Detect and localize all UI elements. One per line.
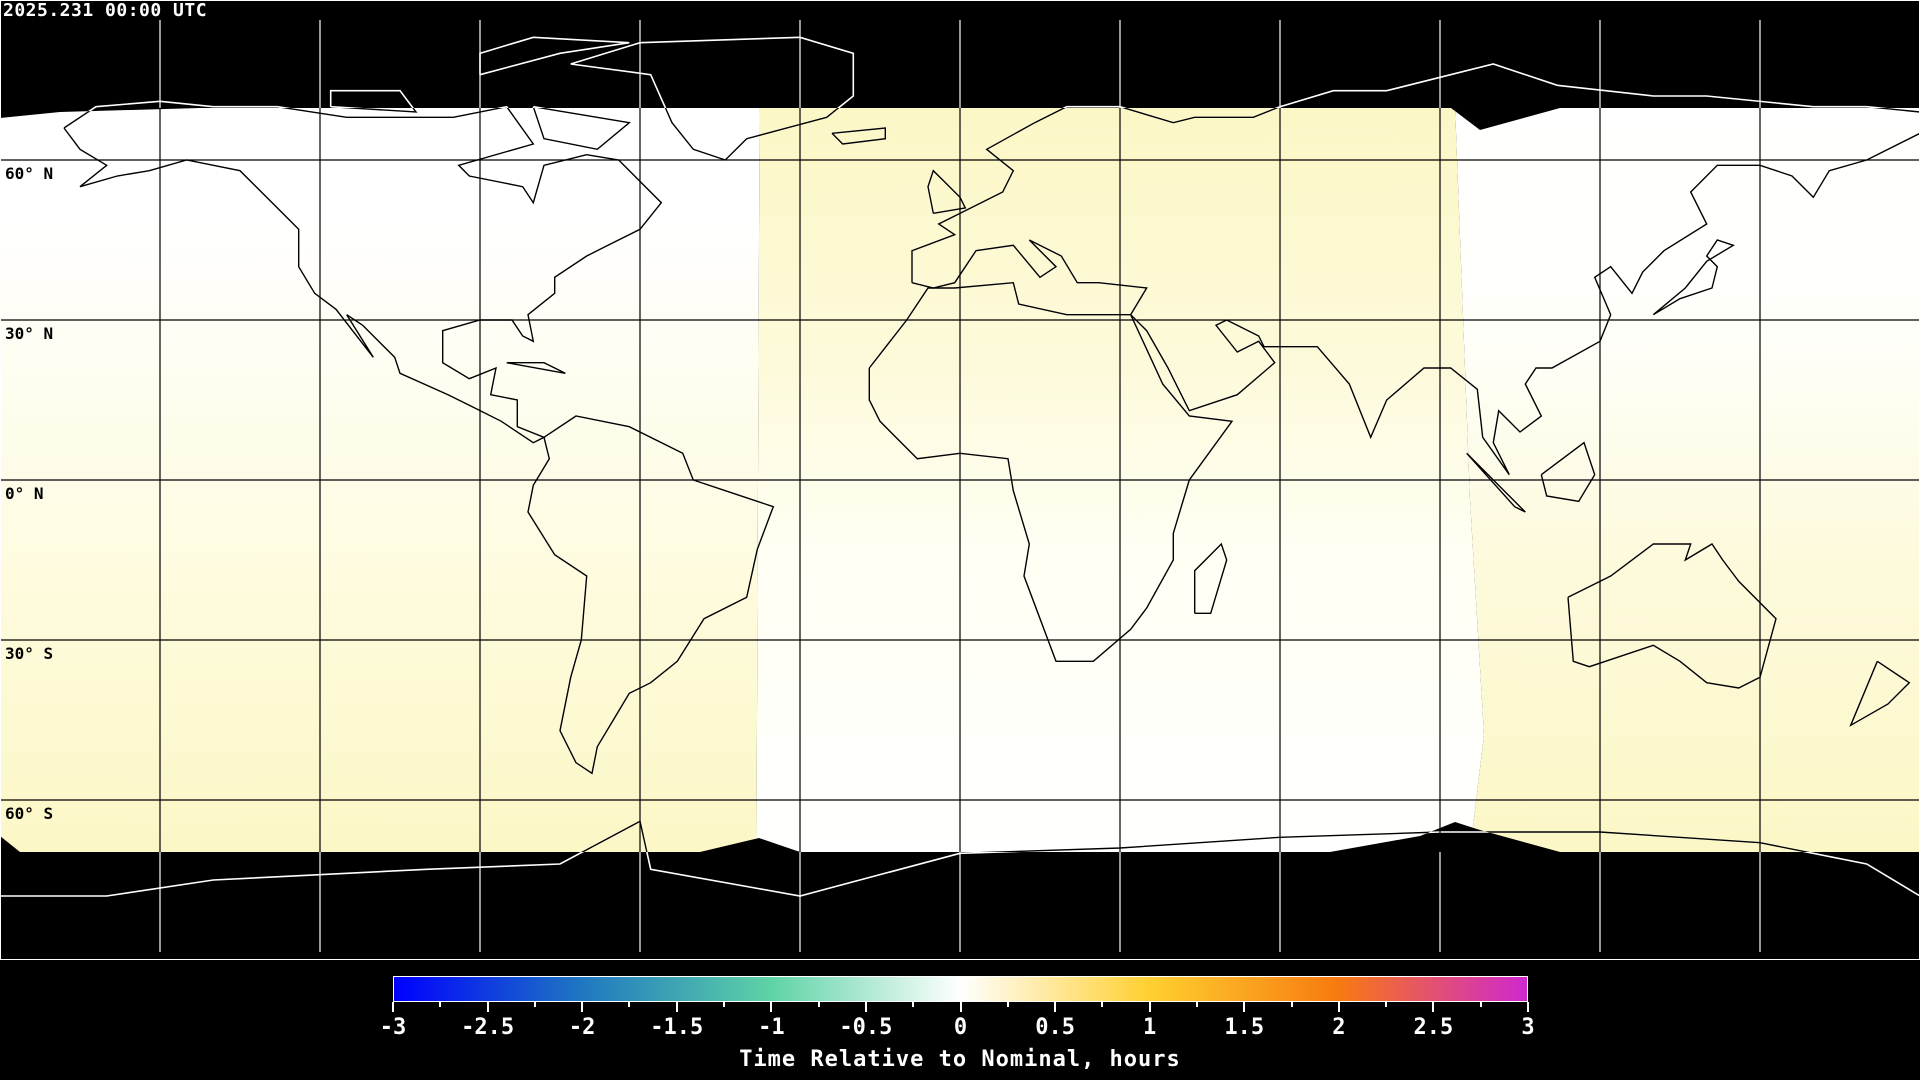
lat-label-0n: 0° N — [5, 484, 44, 503]
timestamp: 2025.231 00:00 UTC — [3, 0, 208, 21]
colorbar-minor-tick — [1479, 1002, 1482, 1007]
colorbar-major-tick — [1337, 1002, 1340, 1012]
colorbar-tick-label: -0.5 — [839, 1015, 893, 1040]
colorbar-minor-tick — [533, 1002, 536, 1007]
colorbar-minor-tick — [1006, 1002, 1009, 1007]
coastline-new-zealand — [1849, 660, 1911, 727]
colorbar-minor-tick — [1385, 1002, 1388, 1007]
colorbar-tick-label: 3 — [1521, 1015, 1535, 1040]
colorbar-major-tick — [486, 1002, 489, 1012]
coastline-eurasia — [911, 108, 1920, 476]
colorbar-tick-label: 0 — [953, 1015, 968, 1040]
colorbar-tick-label: -2.5 — [461, 1015, 515, 1040]
colorbar-tick-label: 2 — [1332, 1015, 1346, 1040]
coastline-victoria-island — [330, 108, 418, 113]
coastline-south-america — [527, 415, 775, 775]
colorbar-major-tick — [1432, 1002, 1435, 1012]
colorbar-major-tick — [959, 1002, 962, 1012]
coastline-iceland — [831, 127, 886, 145]
colorbar-title: Time Relative to Nominal, hours — [739, 1047, 1181, 1072]
colorbar-major-tick — [1054, 1002, 1057, 1012]
colorbar-tick-label: -1 — [758, 1015, 785, 1040]
colorbar-tick-label: 0.5 — [1035, 1015, 1075, 1040]
coastline-australia — [1567, 543, 1777, 689]
colorbar-major-tick — [392, 1002, 394, 1012]
colorbar-major-tick — [770, 1002, 773, 1012]
colorbar-minor-tick — [1101, 1002, 1104, 1007]
coastline-madagascar — [1194, 542, 1228, 614]
colorbar-major-tick — [1148, 1002, 1151, 1012]
colorbar — [393, 976, 1528, 1002]
graticule — [0, 0, 1920, 960]
colorbar-major-tick — [581, 1002, 584, 1012]
colorbar-tick-label: 1.5 — [1224, 1015, 1265, 1040]
colorbar-minor-tick — [628, 1002, 631, 1007]
world-map — [0, 0, 1920, 960]
colorbar-minor-tick — [1290, 1002, 1293, 1007]
colorbar-major-tick — [864, 1002, 867, 1012]
lat-label-60n: 60° N — [5, 164, 54, 183]
colorbar-tick-label: -2 — [568, 1015, 596, 1040]
coastline-africa — [868, 281, 1234, 662]
coastline-japan — [1652, 239, 1735, 316]
coastline-north-america — [63, 108, 663, 444]
colorbar-minor-tick — [817, 1002, 820, 1007]
colorbar-major-tick — [1527, 1002, 1529, 1012]
colorbar-minor-tick — [439, 1002, 442, 1007]
coastline-great-britain — [927, 169, 967, 214]
colorbar-tick-label: 2.5 — [1413, 1015, 1454, 1040]
colorbar-major-tick — [675, 1002, 678, 1012]
colorbar-tick-label: -1.5 — [650, 1015, 704, 1040]
lat-label-30s: 30° S — [5, 644, 54, 663]
colorbar-tick-label: -3 — [379, 1015, 407, 1040]
colorbar-minor-tick — [723, 1002, 726, 1007]
colorbar-major-tick — [1243, 1002, 1246, 1012]
coastline-borneo — [1540, 441, 1596, 503]
coastline-greenland — [570, 108, 854, 161]
lat-label-30n: 30° N — [5, 324, 54, 343]
coastline-baffin-island — [532, 108, 631, 151]
coastline-cuba — [506, 362, 566, 374]
lat-label-60s: 60° S — [5, 804, 54, 823]
coastline-antarctica — [0, 820, 1920, 852]
colorbar-tick-label: 1 — [1143, 1015, 1157, 1040]
colorbar-minor-tick — [912, 1002, 915, 1007]
colorbar-minor-tick — [1195, 1002, 1198, 1007]
